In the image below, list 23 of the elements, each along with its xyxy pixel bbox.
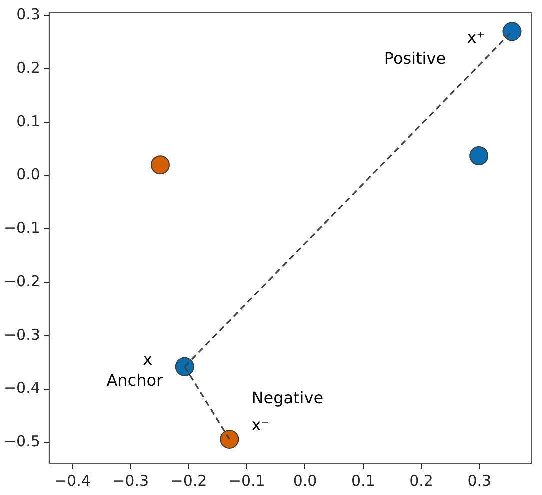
y-tick-label: −0.1 bbox=[4, 219, 40, 238]
x-tick-label: 0.0 bbox=[293, 472, 318, 490]
y-tick-label: 0.3 bbox=[16, 6, 40, 24]
annotation: Anchor bbox=[106, 371, 164, 390]
y-tick-label: 0.2 bbox=[16, 58, 40, 77]
x-tick-label: 0.1 bbox=[351, 472, 376, 490]
x-tick-label: 0.3 bbox=[468, 472, 492, 490]
y-tick-label: −0.4 bbox=[4, 379, 40, 398]
y-tick-label: −0.5 bbox=[4, 432, 40, 451]
x-tick-label: −0.4 bbox=[54, 472, 91, 490]
y-tick-label: 0.1 bbox=[16, 112, 40, 130]
x-tick-label: −0.2 bbox=[170, 472, 208, 490]
y-tick-label: −0.2 bbox=[4, 272, 40, 290]
annotation: x⁺ bbox=[467, 28, 486, 47]
annotation: x⁻ bbox=[252, 416, 270, 435]
annotation: x bbox=[143, 350, 153, 370]
x-tick-label: 0.2 bbox=[410, 472, 434, 490]
x-tick-label: −0.1 bbox=[228, 472, 266, 490]
y-tick-label: 0.0 bbox=[16, 166, 40, 184]
annotation: Positive bbox=[384, 49, 446, 68]
x-tick-label: −0.3 bbox=[112, 472, 150, 490]
y-tick-label: −0.3 bbox=[4, 326, 40, 344]
annotation: Negative bbox=[252, 388, 324, 408]
